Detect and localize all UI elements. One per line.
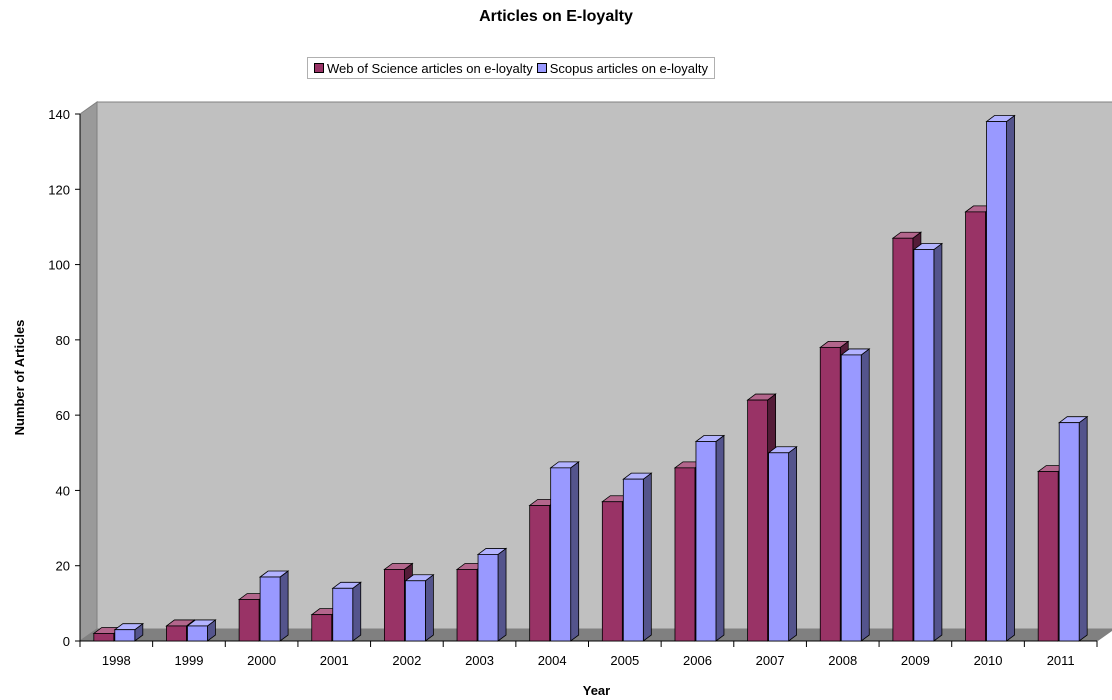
bars [92, 114, 1089, 642]
side-wall [79, 101, 98, 642]
bar-side-face [570, 461, 580, 642]
bar-scopus-2008 [840, 348, 871, 642]
bar-scopus-2005 [622, 472, 653, 642]
y-tick-label: 40 [56, 483, 70, 498]
floor [78, 628, 1112, 642]
bar-side-face [352, 581, 362, 642]
bar-front-face [332, 587, 354, 642]
bar-scopus-2000 [258, 570, 290, 642]
bar-front-face [913, 249, 935, 642]
x-tick-label: 2009 [901, 653, 930, 668]
x-tick-label: 2007 [756, 653, 785, 668]
bar-side-face [1006, 114, 1015, 642]
bar-front-face [840, 354, 862, 642]
bar-scopus-2002 [404, 573, 435, 642]
bar-side-face [424, 573, 434, 642]
bar-front-face [404, 580, 426, 642]
bar-scopus-2006 [694, 434, 726, 642]
y-tick-label: 80 [56, 333, 70, 348]
x-tick-label: 2003 [465, 653, 494, 668]
bar-front-face [383, 569, 405, 642]
y-tick-label: 0 [63, 634, 70, 649]
bar-front-face [747, 399, 769, 642]
bar-front-face [187, 625, 208, 642]
axis-labels: 0 20 40 60 80 100 120 140 1998 1999 2000 2001 2002 20… [12, 107, 1075, 698]
chart-legend: Web of Science articles on e-loyalty Sco… [307, 57, 715, 79]
y-tick-label: 120 [48, 182, 70, 197]
x-tick-label: 2010 [974, 653, 1003, 668]
bar-front-face [965, 211, 986, 642]
bar-side-face [279, 570, 289, 642]
bar-scopus-2010 [985, 114, 1016, 642]
legend-swatch-web-of-science [314, 63, 324, 73]
plot-walls [78, 101, 1112, 642]
x-tick-label: 2005 [610, 653, 639, 668]
x-tick-label: 1999 [175, 653, 204, 668]
bar-scopus-1998 [113, 622, 145, 642]
y-tick-label: 20 [56, 559, 70, 574]
bar-side-face [933, 242, 943, 642]
bar-scopus-2004 [549, 461, 580, 642]
legend-label-web-of-science: Web of Science articles on e-loyalty [327, 60, 533, 76]
y-tick-label: 100 [48, 258, 70, 273]
legend-swatch-scopus [536, 63, 547, 73]
x-tick-label: 2004 [538, 653, 567, 668]
bar-side-face [642, 472, 652, 642]
bar-front-face [550, 467, 572, 642]
bar-front-face [477, 554, 499, 642]
bar-scopus-2009 [912, 242, 944, 642]
bar-front-face [166, 625, 187, 642]
bar-scopus-2001 [331, 581, 362, 642]
chart-title: Articles on E-loyalty [479, 8, 633, 25]
bar-scopus-1999 [186, 619, 217, 642]
bar-front-face [768, 452, 790, 642]
bar-front-face [892, 237, 914, 642]
bar-front-face [601, 501, 623, 642]
bar-side-face [497, 547, 507, 642]
bar-scopus-2007 [767, 445, 798, 642]
bar-front-face [819, 346, 841, 642]
legend-item-web-of-science: Web of Science articles on e-loyalty [314, 61, 533, 76]
bar-front-face [986, 121, 1007, 642]
legend-item-scopus: Scopus articles on e-loyalty [536, 60, 708, 76]
bar-scopus-2003 [476, 547, 508, 642]
bar-front-face [311, 614, 333, 642]
bar-front-face [456, 569, 478, 642]
bar-side-face [1078, 415, 1088, 642]
bar-front-face [529, 505, 551, 642]
legend-label-scopus: Scopus articles on e-loyalty [549, 60, 708, 76]
bar-side-face [715, 434, 725, 642]
bar-side-face [860, 348, 870, 642]
bar-front-face [238, 599, 260, 642]
y-axis-title: Number of Articles [12, 320, 27, 436]
bar-front-face [1037, 471, 1059, 642]
x-tick-label: 1998 [102, 653, 131, 668]
x-tick-label: 2001 [320, 653, 349, 668]
bar-scopus-2011 [1057, 415, 1089, 642]
bar-front-face [695, 441, 717, 642]
bar-front-face [114, 629, 136, 642]
x-tick-label: 2002 [392, 653, 421, 668]
bar-front-face [1058, 422, 1080, 642]
x-tick-label: 2008 [828, 653, 857, 668]
x-axis-title: Year [583, 683, 610, 698]
y-tick-label: 140 [48, 107, 70, 122]
x-tick-label: 2006 [683, 653, 712, 668]
x-tick-label: 2000 [247, 653, 276, 668]
x-tick-label: 2011 [1047, 653, 1075, 668]
y-tick-label: 60 [56, 408, 70, 423]
bar-front-face [622, 478, 644, 642]
bar-front-face [259, 576, 281, 642]
bar-front-face [93, 633, 115, 642]
bar-side-face [788, 445, 798, 642]
bar-front-face [674, 467, 696, 642]
